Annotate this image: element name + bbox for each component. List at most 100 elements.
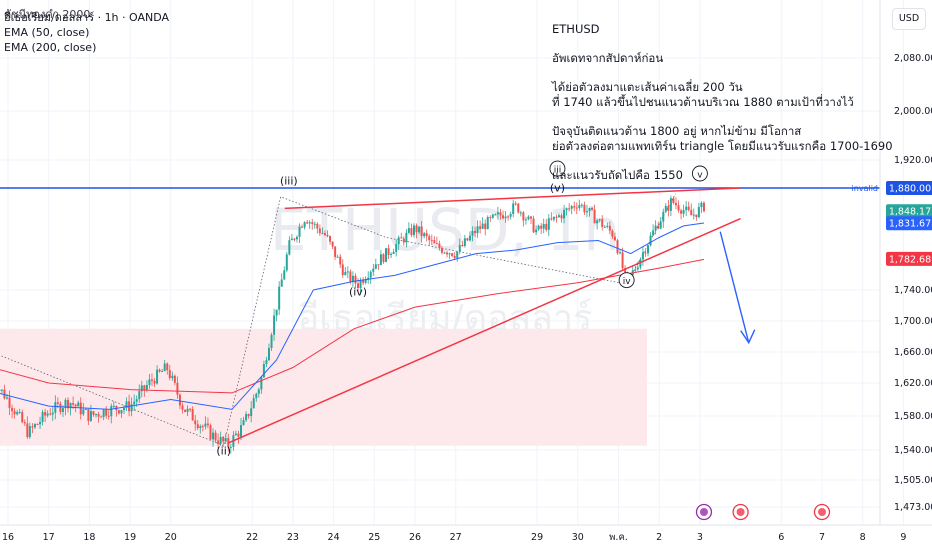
- candle-body: [619, 252, 622, 254]
- candle-body: [298, 226, 301, 237]
- candle-body: [194, 420, 197, 425]
- price-badge[interactable]: [886, 216, 932, 231]
- candle-body: [491, 214, 494, 218]
- legend-ema-50[interactable]: EMA (50, close): [4, 26, 90, 39]
- candle-body: [84, 409, 87, 411]
- candle-body: [102, 409, 105, 418]
- candle-body: [351, 275, 354, 282]
- candle-body: [593, 209, 596, 224]
- forecast-arrow[interactable]: [719, 231, 756, 345]
- candle-body: [588, 208, 591, 212]
- candle-body: [61, 408, 64, 412]
- price-badge[interactable]: [886, 204, 932, 219]
- candle-body: [522, 212, 525, 221]
- candle-body: [702, 202, 705, 212]
- lower-trendline[interactable]: [227, 217, 741, 444]
- candle-body: [438, 243, 441, 249]
- candle-body: [54, 402, 57, 413]
- candle-body: [687, 206, 690, 210]
- candle-body: [49, 413, 52, 415]
- candle-body: [326, 234, 329, 237]
- candle-body: [196, 424, 199, 428]
- wave-label: v: [697, 171, 703, 181]
- wave-label: iv: [623, 277, 632, 287]
- candle-body: [257, 389, 260, 394]
- candle-body: [316, 223, 319, 229]
- candle-body: [156, 369, 159, 384]
- forecast-arrow-head[interactable]: [740, 329, 756, 345]
- time-axis[interactable]: 16171819202223242526272930พ.ค.2367891011…: [0, 524, 932, 543]
- note-line-4: และแนวรับถัดไปคือ 1550: [552, 168, 683, 182]
- chart-legend: อีเธอเรียม/ดอลลาร์ · 1h · OANDA ดัชนีทอง…: [4, 8, 169, 55]
- candle-body: [568, 208, 571, 210]
- price-tick-label: 2,080.00: [894, 53, 932, 64]
- candle-body: [107, 415, 110, 417]
- candle-body: [219, 436, 222, 444]
- price-axis[interactable]: 2,080.00 2,000.00 1,920.00 1,740.00 1,700.00…: [852, 0, 932, 525]
- candle-body: [280, 279, 283, 287]
- candle-body: [374, 264, 377, 269]
- candle-body: [181, 405, 184, 410]
- price-tick-label: 1,740.00: [894, 285, 932, 296]
- candle-body: [105, 409, 108, 416]
- candle-body: [245, 413, 248, 421]
- candle-body: [433, 240, 436, 244]
- candle-body: [117, 410, 120, 414]
- time-tick-label: 22: [246, 532, 258, 543]
- candle-body: [143, 385, 146, 390]
- price-badge[interactable]: [886, 251, 932, 266]
- candle-body: [428, 236, 431, 241]
- candle-body: [540, 225, 543, 229]
- candle-body: [557, 215, 560, 217]
- candle-body: [451, 253, 454, 257]
- price-badge[interactable]: [886, 181, 932, 195]
- forecast-arrow-shaft[interactable]: [719, 231, 750, 343]
- candle-body: [690, 209, 693, 216]
- candle-body: [11, 407, 14, 412]
- candle-body: [657, 225, 660, 229]
- candle-body: [311, 222, 314, 224]
- candle-body: [400, 237, 403, 239]
- currency-unit-button[interactable]: USD: [892, 8, 926, 30]
- candle-body: [486, 217, 489, 230]
- legend-overlay-title: ดัชนีทองคำ 2000: [4, 8, 91, 21]
- price-tick-label: 1,473.00: [894, 502, 932, 513]
- candle-body: [692, 214, 695, 216]
- candle-body: [318, 228, 321, 234]
- candle-body: [214, 432, 217, 441]
- candle-body: [217, 440, 220, 444]
- candle-body: [489, 217, 492, 219]
- legend-symbol-title[interactable]: อีเธอเรียม/ดอลลาร์ · 1h · OANDA: [4, 11, 170, 24]
- upper-trendline[interactable]: [284, 187, 741, 210]
- candle-body: [603, 226, 606, 228]
- candle-body: [446, 252, 449, 255]
- triangle-trendlines[interactable]: [227, 187, 741, 444]
- candle-body: [532, 218, 535, 233]
- candle-body: [64, 399, 67, 409]
- candle-body: [494, 214, 497, 216]
- candle-body: [410, 228, 413, 236]
- candle-body: [189, 408, 192, 410]
- candle-body: [74, 404, 77, 407]
- candle-body: [270, 334, 273, 348]
- candle-body: [547, 218, 550, 230]
- wave-label: (ii): [216, 444, 231, 457]
- candle-body: [178, 394, 181, 406]
- candle-body: [624, 268, 627, 273]
- candle-body: [611, 230, 614, 237]
- candle-body: [150, 379, 153, 381]
- candle-body: [290, 238, 293, 241]
- candle-body: [570, 206, 573, 209]
- price-badge-label: 1,880.00: [889, 184, 931, 195]
- candle-body: [542, 223, 545, 229]
- candle-body: [596, 220, 599, 224]
- event-icons[interactable]: [695, 503, 831, 521]
- candle-body: [334, 246, 337, 257]
- candle-body: [97, 414, 100, 417]
- legend-ema-200[interactable]: EMA (200, close): [4, 41, 97, 54]
- candle-body: [329, 236, 332, 242]
- candle-body: [578, 205, 581, 208]
- candle-body: [212, 432, 215, 440]
- candle-body: [323, 233, 326, 235]
